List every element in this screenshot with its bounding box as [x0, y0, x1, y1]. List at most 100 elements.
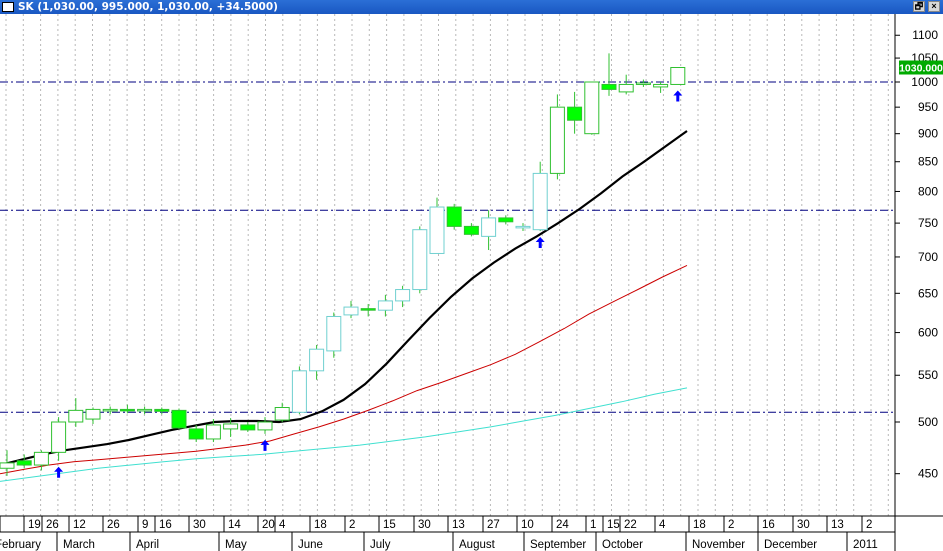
candle-8	[137, 406, 153, 415]
candle-11	[188, 424, 204, 443]
x-tick-label-8: 14	[228, 519, 241, 531]
close-window-button[interactable]: ×	[928, 1, 940, 12]
month-label-10: December	[764, 539, 817, 551]
x-tick-label-22: 4	[659, 519, 666, 531]
candle-0	[0, 450, 15, 476]
candle-28	[481, 210, 497, 250]
candle-19	[326, 312, 342, 358]
candle-9	[154, 407, 170, 415]
candle-26	[446, 203, 462, 230]
x-tick-label-14: 30	[418, 519, 431, 531]
restore-window-button[interactable]: 🗗	[913, 1, 925, 12]
candle-39	[670, 67, 686, 85]
candle-body-29	[498, 217, 514, 223]
buy-arrow-1	[260, 439, 270, 451]
month-label-1: March	[63, 539, 95, 551]
y-tick-label-11: 1000	[911, 75, 938, 89]
candle-10	[171, 408, 187, 429]
x-tick-label-3: 12	[73, 519, 86, 531]
candle-5	[85, 407, 101, 424]
x-tick-label-9: 20	[262, 519, 275, 531]
candle-body-0	[0, 462, 15, 469]
candle-body-33	[567, 106, 583, 121]
candle-body-9	[154, 408, 170, 412]
moving-average-line-0	[0, 130, 688, 467]
candle-body-20	[343, 306, 359, 316]
y-tick-label-2: 550	[918, 368, 938, 382]
x-tick-label-12: 2	[349, 519, 355, 531]
y-tick-label-8: 850	[918, 155, 938, 169]
x-tick-label-17: 10	[521, 519, 534, 531]
candle-body-35	[601, 83, 617, 90]
last-price-label: 1030.000	[899, 63, 943, 75]
candle-35	[601, 53, 617, 96]
candle-body-5	[85, 408, 101, 420]
candle-22	[377, 294, 393, 317]
candle-6	[102, 406, 118, 415]
x-tick-label-20: 15	[607, 519, 620, 531]
symbol-label: SK	[18, 1, 34, 13]
y-tick-label-6: 750	[918, 216, 938, 230]
x-tick-label-27: 13	[831, 519, 844, 531]
x-tick-label-1: 19	[28, 519, 41, 531]
candle-body-1	[16, 460, 32, 466]
x-tick-label-11: 18	[314, 519, 327, 531]
chart-window-titlebar: SK (1,030.00, 995.000, 1,030.00, +34.500…	[0, 0, 943, 14]
candle-32	[549, 94, 565, 180]
x-tick-label-21: 22	[624, 519, 637, 531]
candle-20	[343, 300, 359, 319]
x-tick-label-13: 15	[383, 519, 396, 531]
candle-17	[291, 366, 307, 415]
x-tick-label-4: 26	[107, 519, 120, 531]
candle-body-10	[171, 409, 187, 429]
candle-27	[463, 223, 479, 237]
candle-body-27	[463, 225, 479, 235]
candle-body-6	[102, 408, 118, 412]
x-tick-label-16: 27	[487, 519, 500, 531]
candle-body-37	[635, 82, 651, 85]
buy-arrow-3	[673, 90, 683, 102]
candle-body-28	[481, 217, 497, 237]
moving-average-line-2	[0, 387, 688, 482]
candle-body-24	[412, 229, 428, 291]
candle-7	[119, 404, 135, 414]
y-tick-label-7: 800	[918, 184, 938, 198]
month-label-2: April	[136, 539, 159, 551]
month-label-7: September	[530, 539, 586, 551]
candle-body-30	[515, 225, 531, 229]
price-axis: 4505005506006507007508008509009501000105…	[895, 28, 938, 481]
candle-body-15	[257, 421, 273, 431]
x-tick-label-26: 30	[797, 519, 810, 531]
y-tick-label-3: 600	[918, 326, 938, 340]
candle-38	[653, 82, 669, 93]
candle-21	[360, 303, 376, 317]
candle-body-2	[33, 451, 49, 466]
month-label-0: February	[0, 539, 41, 551]
candle-body-17	[291, 370, 307, 413]
buy-arrow-0	[54, 466, 64, 478]
candle-body-11	[188, 428, 204, 440]
candle-30	[515, 223, 531, 232]
candle-29	[498, 215, 514, 225]
candle-body-26	[446, 206, 462, 227]
y-tick-label-0: 450	[918, 467, 938, 481]
plot-area	[0, 14, 895, 516]
candle-body-8	[137, 408, 153, 412]
candle-body-4	[68, 409, 84, 423]
candle-body-36	[618, 83, 634, 93]
candle-body-32	[549, 106, 565, 174]
candle-15	[257, 417, 273, 434]
candle-23	[395, 285, 411, 308]
x-tick-label-10: 4	[279, 519, 286, 531]
y-tick-label-9: 900	[918, 127, 938, 141]
candle-2	[33, 450, 49, 471]
candle-12	[205, 419, 221, 443]
candle-body-38	[653, 83, 669, 88]
candle-25	[429, 197, 445, 254]
month-label-8: October	[602, 539, 643, 551]
x-tick-label-7: 30	[193, 519, 206, 531]
month-label-3: May	[225, 539, 247, 551]
candle-1	[16, 454, 32, 469]
month-label-6: August	[459, 539, 496, 551]
candle-body-21	[360, 308, 376, 311]
